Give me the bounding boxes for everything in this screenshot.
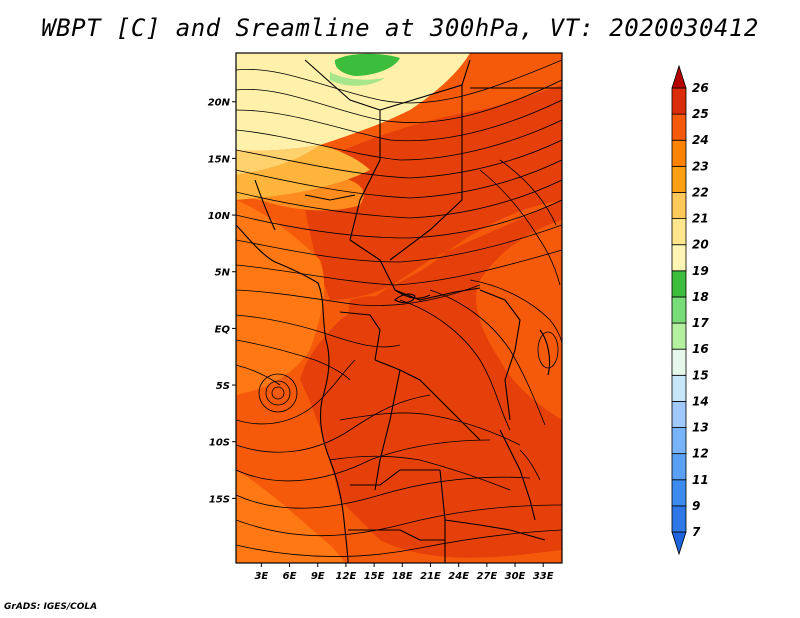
colorbar-swatch <box>671 113 687 141</box>
colorbar-label: 9 <box>692 499 700 513</box>
colorbar-swatch <box>671 453 687 481</box>
lon-tick-label: 3E <box>254 571 268 582</box>
lon-tick-label: 27E <box>476 571 497 582</box>
colorbar-label: 11 <box>692 473 709 487</box>
colorbar-swatch <box>671 192 687 219</box>
colorbar-label: 17 <box>692 316 709 330</box>
lat-tick-label: 5S <box>216 381 230 392</box>
wbpt-field-22-sw <box>236 470 345 563</box>
lon-tick-label: 21E <box>420 571 441 582</box>
wbpt-field-20 <box>236 145 320 175</box>
wbpt-field-19 <box>236 53 470 151</box>
colorbar-swatch <box>671 505 687 533</box>
colorbar-label: 20 <box>692 238 709 252</box>
colorbar-swatch <box>671 374 687 402</box>
lat-tick-label: EQ <box>215 324 231 335</box>
colorbar-swatch <box>671 139 687 167</box>
colorbar-swatch <box>671 296 687 324</box>
streamlines <box>236 59 562 558</box>
wbpt-field-24b <box>343 296 448 461</box>
country-borders <box>236 59 562 563</box>
colorbar-high-arrow <box>671 64 687 89</box>
colorbar-swatch <box>671 87 687 115</box>
colorbar-swatch <box>671 479 687 507</box>
colorbar-swatch <box>671 427 687 455</box>
colorbar-swatch <box>671 165 687 193</box>
map-frame <box>235 52 563 564</box>
lon-tick-label: 15E <box>364 571 385 582</box>
lat-tick-label: 10S <box>209 438 230 449</box>
colorbar-label: 18 <box>692 290 709 304</box>
colorbar: 7 9 11 12 13 14 15 16 17 18 19 20 21 22 23 24 25 26 <box>671 64 709 556</box>
lon-tick-label: 33E <box>533 571 554 582</box>
lon-tick-label: 12E <box>336 571 357 582</box>
colorbar-label: 26 <box>692 81 709 95</box>
lon-tick-label: 6E <box>283 571 297 582</box>
lat-tick-label: 10N <box>208 211 231 222</box>
colorbar-swatch <box>671 348 687 376</box>
lat-tick-label: 15N <box>208 154 231 165</box>
colorbar-label: 21 <box>692 212 709 226</box>
colorbar-swatch <box>671 270 687 298</box>
colorbar-label: 25 <box>692 107 709 121</box>
colorbar-label: 22 <box>692 185 709 199</box>
lon-tick-label: 24E <box>448 571 469 582</box>
map-area <box>236 53 562 563</box>
colorbar-label: 14 <box>692 394 709 408</box>
colorbar-label: 13 <box>692 421 709 435</box>
lat-tick-label: 5N <box>215 268 231 279</box>
colorbar-label: 24 <box>692 133 709 147</box>
chart-title: WBPT [C] and Sreamline at 300hPa, VT: 20… <box>41 14 759 42</box>
colorbar-label: 16 <box>692 342 709 356</box>
colorbar-label: 7 <box>692 525 701 539</box>
lat-tick-label: 15S <box>209 494 230 505</box>
colorbar-swatch <box>671 218 687 246</box>
colorbar-swatch <box>671 322 687 350</box>
lat-tick-label: 20N <box>208 98 231 109</box>
wbpt-field-17 <box>334 53 400 76</box>
wbpt-field-21 <box>236 145 370 200</box>
colorbar-swatch <box>671 401 687 428</box>
colorbar-swatch <box>671 244 687 272</box>
latitude-axis: 20N 15N 10N 5N EQ 5S 10S 15S <box>208 98 236 505</box>
colorbar-label: 23 <box>692 159 709 173</box>
grads-credit: GrADS: IGES/COLA <box>4 602 98 612</box>
colorbar-label: 19 <box>692 264 709 278</box>
colorbar-low-arrow <box>671 531 687 556</box>
lon-tick-label: 30E <box>505 571 526 582</box>
colorbar-label: 12 <box>692 447 709 461</box>
longitude-axis: 3E 6E 9E 12E 15E 18E 21E 24E 27E 30E 33E <box>254 563 554 582</box>
wbpt-field-18 <box>330 72 385 86</box>
lon-tick-label: 18E <box>392 571 413 582</box>
colorbar-label: 15 <box>692 368 709 382</box>
lon-tick-label: 9E <box>311 571 325 582</box>
